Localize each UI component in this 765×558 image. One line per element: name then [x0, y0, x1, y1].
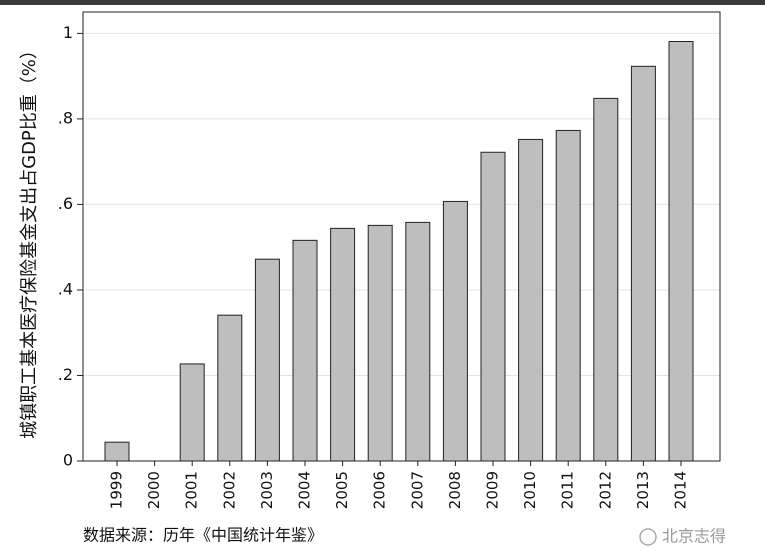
y-axis-label: 城镇职工基本医疗保险基金支出占GDP比重（%） — [19, 41, 40, 439]
bar — [330, 227, 356, 462]
x-tick-label: 2014 — [672, 471, 690, 509]
bar — [668, 41, 694, 462]
bar — [292, 239, 318, 462]
bar — [480, 151, 506, 462]
x-tick-label: 2013 — [634, 471, 652, 509]
x-tick-label: 2005 — [333, 471, 351, 509]
y-tick-label: .4 — [58, 279, 73, 298]
watermark-icon — [639, 528, 657, 546]
y-tick-label: .8 — [58, 108, 73, 127]
y-tick-label: .6 — [58, 194, 73, 213]
bar — [217, 314, 243, 462]
x-tick-label: 2002 — [220, 471, 238, 509]
x-tick-label: 2004 — [296, 471, 314, 509]
x-tick-label: 2009 — [484, 471, 502, 509]
bar — [179, 363, 205, 462]
x-tick-label: 2007 — [408, 471, 426, 509]
x-tick-label: 2011 — [559, 471, 577, 509]
x-tick-label: 2010 — [521, 471, 539, 509]
x-tick-label: 2012 — [596, 471, 614, 509]
x-tick-label: 2003 — [258, 471, 276, 509]
watermark: 北京志得 — [662, 527, 726, 546]
bar — [518, 138, 544, 462]
top-strip — [0, 0, 765, 5]
x-tick-label: 2001 — [183, 471, 201, 509]
x-tick-label: 2008 — [446, 471, 464, 509]
bar — [555, 129, 581, 462]
bar — [630, 65, 656, 462]
bar — [254, 258, 280, 462]
bar — [104, 441, 130, 462]
bar — [367, 224, 393, 462]
bar — [442, 200, 468, 462]
bar — [593, 97, 619, 462]
x-tick-label: 2006 — [371, 471, 389, 509]
y-tick-label: 0 — [63, 451, 73, 470]
source-note: 数据来源：历年《中国统计年鉴》 — [83, 526, 323, 545]
plot-frame — [82, 11, 721, 462]
bar — [405, 221, 431, 462]
x-tick-label: 2000 — [145, 471, 163, 509]
x-tick-label: 1999 — [108, 471, 126, 509]
y-tick-label: 1 — [63, 23, 73, 42]
y-tick-label: .2 — [58, 365, 73, 384]
